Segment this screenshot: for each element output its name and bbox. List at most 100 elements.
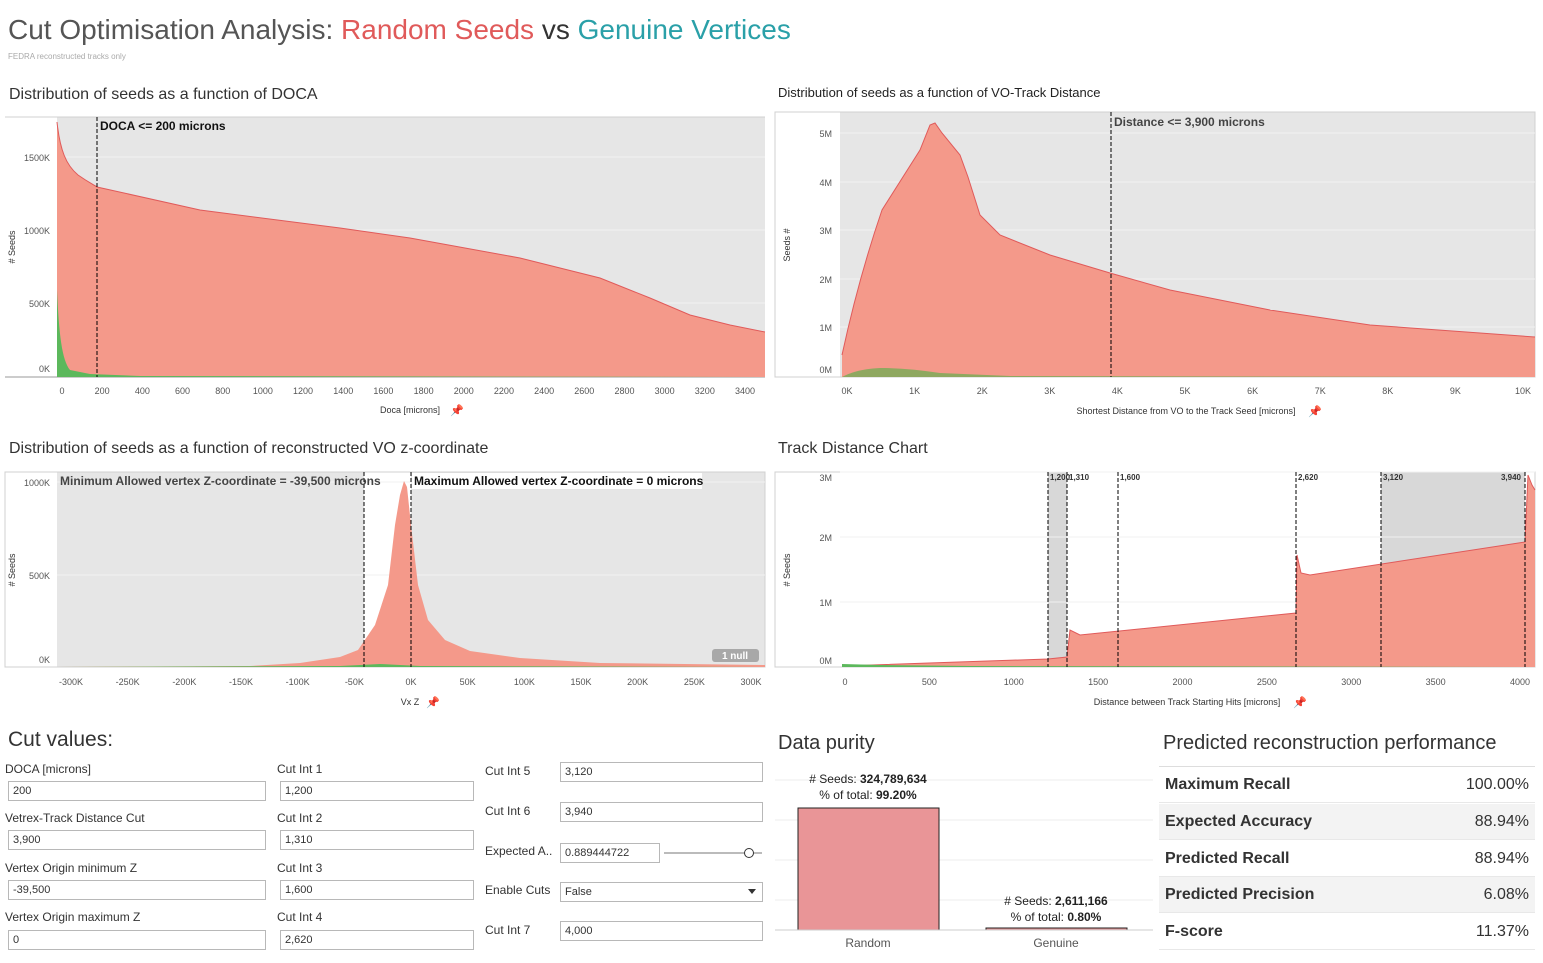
vz-xtick: -250K: [116, 677, 140, 687]
vo-annotation: Distance <= 3,900 microns: [1114, 115, 1265, 129]
ci7-input[interactable]: 4,000: [560, 921, 763, 941]
ea-slider-thumb[interactable]: [744, 848, 754, 858]
vz-annotation-max-bg: [412, 473, 702, 489]
vz-pin-icon[interactable]: 📌: [426, 695, 440, 709]
perf-value: 100.00%: [1465, 775, 1529, 793]
track-chart-svg: 1,200 1,310 1,600 2,620 3,120 3,940 3M 2…: [774, 471, 1536, 709]
vz-xtick: -200K: [172, 677, 196, 687]
vtd-label: Vetrex-Track Distance Cut: [5, 811, 145, 825]
doca-chart-svg: DOCA <= 200 microns 1500K 1000K 500K 0K …: [5, 116, 766, 417]
vo-pin-icon[interactable]: 📌: [1308, 404, 1322, 418]
ci4-label: Cut Int 4: [277, 910, 323, 924]
vo-chart[interactable]: Distance <= 3,900 microns 5M 4M 3M 2M 1M…: [770, 105, 1543, 420]
purity-xlabel-random: Random: [845, 936, 890, 950]
genuine-seeds-value: 2,611,166: [1054, 894, 1108, 908]
track-cut-label: 2,620: [1298, 473, 1319, 482]
vz-chart[interactable]: Minimum Allowed vertex Z-coordinate = -3…: [0, 465, 770, 715]
vz-xticks: -300K -250K -200K -150K -100K -50K 0K 50K 100K 15…: [59, 677, 762, 687]
doca-xtick: 600: [175, 386, 190, 396]
vo-genuine-area: [842, 368, 1535, 377]
vo-xticks: 0K 1K 2K 3K 4K 5K 6K 7K 8K 9K 10K: [841, 386, 1531, 396]
doca-ylabel: # Seeds: [7, 230, 17, 264]
perf-key: Maximum Recall: [1165, 775, 1291, 793]
ci3-input[interactable]: 1,600: [280, 880, 474, 900]
doca-xtick: 3400: [735, 386, 755, 396]
vo-xtick: 9K: [1450, 386, 1461, 396]
vo-xtick: 1K: [909, 386, 920, 396]
vz-ytick: 0K: [39, 655, 50, 665]
vomax-input[interactable]: 0: [8, 930, 266, 950]
vo-ytick: 4M: [819, 178, 832, 188]
dashboard-subtitle: FEDRA reconstructed tracks only: [8, 52, 126, 61]
track-chart[interactable]: 1,200 1,310 1,600 2,620 3,120 3,940 3M 2…: [770, 465, 1543, 715]
perf-row-f-score: F-score 11.37%: [1159, 914, 1535, 950]
vo-xtick: 5K: [1179, 386, 1190, 396]
doca-random-line: [56, 121, 766, 333]
doca-xtick: 1800: [414, 386, 434, 396]
doca-xtick: 800: [215, 386, 230, 396]
track-xtick: 3500: [1426, 677, 1446, 687]
doca-xtick: 1200: [293, 386, 313, 396]
ea-slider-track[interactable]: [664, 852, 762, 854]
vo-random-line: [841, 122, 1536, 356]
vz-ylabel: # Seeds: [7, 553, 17, 587]
dashboard-title: Cut Optimisation Analysis: Random Seeds …: [8, 14, 791, 46]
chevron-down-icon: [748, 889, 756, 894]
track-ylabel: # Seeds: [782, 553, 792, 587]
doca-annotation: DOCA <= 200 microns: [100, 119, 226, 133]
enable-cuts-select[interactable]: False: [560, 882, 763, 902]
ci6-input[interactable]: 3,940: [560, 802, 763, 822]
track-cut-label: 1,600: [1120, 473, 1141, 482]
doca-xtick: 1600: [373, 386, 393, 396]
vo-xtick: 10K: [1515, 386, 1531, 396]
doca-xtick: 0: [59, 386, 64, 396]
ci2-label: Cut Int 2: [277, 811, 323, 825]
vtd-input[interactable]: 3,900: [8, 830, 266, 850]
track-pin-icon[interactable]: 📌: [1293, 695, 1307, 709]
ea-input[interactable]: 0.889444722: [560, 843, 660, 863]
doca-pin-icon[interactable]: 📌: [450, 403, 464, 417]
doca-ytick: 1000K: [24, 226, 50, 236]
purity-bar-random[interactable]: [797, 807, 940, 931]
perf-key: Predicted Precision: [1165, 885, 1315, 903]
ci4-input[interactable]: 2,620: [280, 930, 474, 950]
ci5-input[interactable]: 3,120: [560, 762, 763, 782]
vz-xlabel: Vx Z: [401, 697, 420, 707]
ci2-input[interactable]: 1,310: [280, 830, 474, 850]
track-cut-label: 1,200: [1050, 473, 1071, 482]
track-cut-label: 3,120: [1383, 473, 1404, 482]
vz-ytick: 500K: [29, 571, 50, 581]
performance-table-top: [1159, 766, 1535, 767]
cut-values-title: Cut values:: [8, 728, 114, 751]
vz-annotation-max: Maximum Allowed vertex Z-coordinate = 0 …: [414, 474, 704, 488]
vz-null-badge-text: 1 null: [722, 651, 748, 662]
ci1-input[interactable]: 1,200: [280, 781, 474, 801]
doca-xtick: 2000: [454, 386, 474, 396]
track-xtick: 3000: [1341, 677, 1361, 687]
vz-xtick: 300K: [740, 677, 761, 687]
perf-key: Predicted Recall: [1165, 849, 1290, 867]
vo-ytick: 5M: [819, 129, 832, 139]
ci6-label: Cut Int 6: [485, 804, 531, 818]
vo-ytick: 3M: [819, 226, 832, 236]
vomin-input[interactable]: -39,500: [8, 880, 266, 900]
vz-null-badge[interactable]: [712, 649, 759, 662]
perf-row-predicted-recall: Predicted Recall 88.94%: [1159, 841, 1535, 877]
track-xtick: 500: [922, 677, 937, 687]
vz-xtick: 250K: [684, 677, 705, 687]
title-random-seeds: Random Seeds: [341, 14, 535, 45]
perf-row-predicted-precision: Predicted Precision 6.08%: [1159, 877, 1535, 913]
doca-xticks: 0 200 400 600 800 1000 1200 1400 1600 1800 2000 220…: [59, 386, 755, 396]
genuine-pct-label: % of total:: [1010, 910, 1068, 924]
vo-ytick: 0M: [819, 365, 832, 375]
doca-input[interactable]: 200: [8, 781, 266, 801]
doca-xtick: 1000: [253, 386, 273, 396]
vz-xtick: 200K: [627, 677, 648, 687]
vomax-label: Vertex Origin maximum Z: [5, 910, 141, 924]
title-prefix: Cut Optimisation Analysis:: [8, 14, 342, 45]
purity-chart[interactable]: Random Genuine: [775, 765, 1155, 958]
vz-xtick: -150K: [229, 677, 253, 687]
vz-chart-svg: Minimum Allowed vertex Z-coordinate = -3…: [4, 471, 766, 709]
doca-chart[interactable]: DOCA <= 200 microns 1500K 1000K 500K 0K …: [0, 110, 770, 420]
track-xtick: 2000: [1172, 677, 1192, 687]
